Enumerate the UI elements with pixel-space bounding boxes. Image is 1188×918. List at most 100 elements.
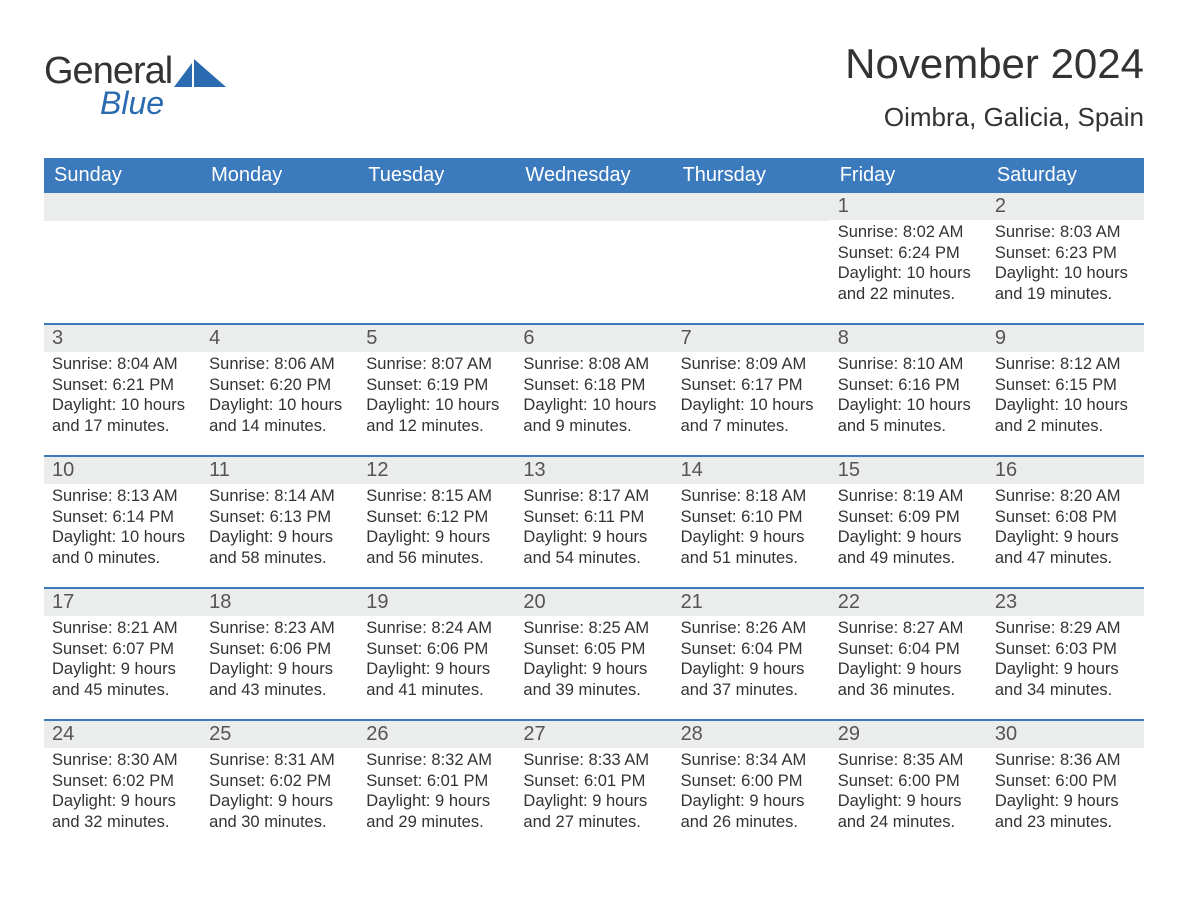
daylight-text-line1: Daylight: 9 hours — [995, 659, 1136, 680]
day-cell: 19Sunrise: 8:24 AMSunset: 6:06 PMDayligh… — [358, 589, 515, 707]
sunrise-text: Sunrise: 8:31 AM — [209, 750, 350, 771]
sunset-text: Sunset: 6:00 PM — [681, 771, 822, 792]
daylight-text-line1: Daylight: 9 hours — [681, 659, 822, 680]
day-cell: 5Sunrise: 8:07 AMSunset: 6:19 PMDaylight… — [358, 325, 515, 443]
day-details: Sunrise: 8:09 AMSunset: 6:17 PMDaylight:… — [673, 352, 830, 443]
day-details: Sunrise: 8:20 AMSunset: 6:08 PMDaylight:… — [987, 484, 1144, 575]
sunset-text: Sunset: 6:00 PM — [995, 771, 1136, 792]
day-number: 26 — [358, 721, 515, 748]
day-details: Sunrise: 8:06 AMSunset: 6:20 PMDaylight:… — [201, 352, 358, 443]
day-details: Sunrise: 8:08 AMSunset: 6:18 PMDaylight:… — [515, 352, 672, 443]
day-details: Sunrise: 8:15 AMSunset: 6:12 PMDaylight:… — [358, 484, 515, 575]
day-number: 8 — [830, 325, 987, 352]
dow-saturday: Saturday — [987, 158, 1144, 193]
day-number: 17 — [44, 589, 201, 616]
day-number: 19 — [358, 589, 515, 616]
day-details: Sunrise: 8:31 AMSunset: 6:02 PMDaylight:… — [201, 748, 358, 839]
brand-part2: Blue — [100, 85, 172, 122]
dow-monday: Monday — [201, 158, 358, 193]
daylight-text-line2: and 45 minutes. — [52, 680, 193, 701]
sunrise-text: Sunrise: 8:03 AM — [995, 222, 1136, 243]
daylight-text-line2: and 27 minutes. — [523, 812, 664, 833]
daylight-text-line1: Daylight: 9 hours — [209, 659, 350, 680]
day-details: Sunrise: 8:27 AMSunset: 6:04 PMDaylight:… — [830, 616, 987, 707]
dow-wednesday: Wednesday — [515, 158, 672, 193]
day-details: Sunrise: 8:07 AMSunset: 6:19 PMDaylight:… — [358, 352, 515, 443]
week-row: 3Sunrise: 8:04 AMSunset: 6:21 PMDaylight… — [44, 323, 1144, 443]
sunset-text: Sunset: 6:23 PM — [995, 243, 1136, 264]
empty-day-cell — [515, 193, 672, 311]
daylight-text-line1: Daylight: 9 hours — [523, 791, 664, 812]
daylight-text-line2: and 34 minutes. — [995, 680, 1136, 701]
calendar: Sunday Monday Tuesday Wednesday Thursday… — [44, 158, 1144, 839]
day-number — [515, 193, 672, 221]
day-number: 4 — [201, 325, 358, 352]
day-cell: 13Sunrise: 8:17 AMSunset: 6:11 PMDayligh… — [515, 457, 672, 575]
sunrise-text: Sunrise: 8:04 AM — [52, 354, 193, 375]
sunrise-text: Sunrise: 8:13 AM — [52, 486, 193, 507]
sunrise-text: Sunrise: 8:29 AM — [995, 618, 1136, 639]
sunrise-text: Sunrise: 8:10 AM — [838, 354, 979, 375]
day-cell: 22Sunrise: 8:27 AMSunset: 6:04 PMDayligh… — [830, 589, 987, 707]
title-block: November 2024 Oimbra, Galicia, Spain — [845, 40, 1144, 133]
sunrise-text: Sunrise: 8:07 AM — [366, 354, 507, 375]
day-number: 20 — [515, 589, 672, 616]
day-cell: 10Sunrise: 8:13 AMSunset: 6:14 PMDayligh… — [44, 457, 201, 575]
daylight-text-line2: and 49 minutes. — [838, 548, 979, 569]
day-number: 14 — [673, 457, 830, 484]
sunset-text: Sunset: 6:14 PM — [52, 507, 193, 528]
sunset-text: Sunset: 6:02 PM — [209, 771, 350, 792]
day-cell: 26Sunrise: 8:32 AMSunset: 6:01 PMDayligh… — [358, 721, 515, 839]
sunrise-text: Sunrise: 8:32 AM — [366, 750, 507, 771]
day-cell: 28Sunrise: 8:34 AMSunset: 6:00 PMDayligh… — [673, 721, 830, 839]
day-details: Sunrise: 8:03 AMSunset: 6:23 PMDaylight:… — [987, 220, 1144, 311]
daylight-text-line1: Daylight: 9 hours — [209, 791, 350, 812]
daylight-text-line1: Daylight: 10 hours — [209, 395, 350, 416]
weeks-container: 1Sunrise: 8:02 AMSunset: 6:24 PMDaylight… — [44, 193, 1144, 839]
sunset-text: Sunset: 6:21 PM — [52, 375, 193, 396]
day-cell: 14Sunrise: 8:18 AMSunset: 6:10 PMDayligh… — [673, 457, 830, 575]
day-number: 5 — [358, 325, 515, 352]
day-number: 2 — [987, 193, 1144, 220]
daylight-text-line1: Daylight: 9 hours — [681, 791, 822, 812]
sunset-text: Sunset: 6:13 PM — [209, 507, 350, 528]
row-spacer — [44, 311, 1144, 323]
day-details: Sunrise: 8:26 AMSunset: 6:04 PMDaylight:… — [673, 616, 830, 707]
day-details: Sunrise: 8:29 AMSunset: 6:03 PMDaylight:… — [987, 616, 1144, 707]
day-number: 21 — [673, 589, 830, 616]
daylight-text-line1: Daylight: 10 hours — [838, 395, 979, 416]
daylight-text-line2: and 5 minutes. — [838, 416, 979, 437]
page: General Blue November 2024 Oimbra, Galic… — [0, 0, 1188, 918]
sunrise-text: Sunrise: 8:08 AM — [523, 354, 664, 375]
daylight-text-line2: and 17 minutes. — [52, 416, 193, 437]
daylight-text-line2: and 39 minutes. — [523, 680, 664, 701]
daylight-text-line1: Daylight: 9 hours — [995, 791, 1136, 812]
sunrise-text: Sunrise: 8:12 AM — [995, 354, 1136, 375]
sunset-text: Sunset: 6:00 PM — [838, 771, 979, 792]
daylight-text-line2: and 23 minutes. — [995, 812, 1136, 833]
daylight-text-line1: Daylight: 9 hours — [366, 791, 507, 812]
day-number: 29 — [830, 721, 987, 748]
sunrise-text: Sunrise: 8:09 AM — [681, 354, 822, 375]
sunset-text: Sunset: 6:07 PM — [52, 639, 193, 660]
brand-flag-icon — [174, 56, 226, 99]
day-number: 18 — [201, 589, 358, 616]
daylight-text-line1: Daylight: 10 hours — [838, 263, 979, 284]
day-cell: 4Sunrise: 8:06 AMSunset: 6:20 PMDaylight… — [201, 325, 358, 443]
sunrise-text: Sunrise: 8:36 AM — [995, 750, 1136, 771]
day-details: Sunrise: 8:23 AMSunset: 6:06 PMDaylight:… — [201, 616, 358, 707]
sunset-text: Sunset: 6:06 PM — [366, 639, 507, 660]
week-row: 17Sunrise: 8:21 AMSunset: 6:07 PMDayligh… — [44, 587, 1144, 707]
week-row: 1Sunrise: 8:02 AMSunset: 6:24 PMDaylight… — [44, 193, 1144, 311]
daylight-text-line2: and 29 minutes. — [366, 812, 507, 833]
day-details: Sunrise: 8:17 AMSunset: 6:11 PMDaylight:… — [515, 484, 672, 575]
daylight-text-line2: and 56 minutes. — [366, 548, 507, 569]
sunset-text: Sunset: 6:11 PM — [523, 507, 664, 528]
row-spacer — [44, 575, 1144, 587]
day-cell: 17Sunrise: 8:21 AMSunset: 6:07 PMDayligh… — [44, 589, 201, 707]
daylight-text-line2: and 37 minutes. — [681, 680, 822, 701]
daylight-text-line2: and 14 minutes. — [209, 416, 350, 437]
day-number: 6 — [515, 325, 672, 352]
day-cell: 1Sunrise: 8:02 AMSunset: 6:24 PMDaylight… — [830, 193, 987, 311]
sunset-text: Sunset: 6:01 PM — [366, 771, 507, 792]
